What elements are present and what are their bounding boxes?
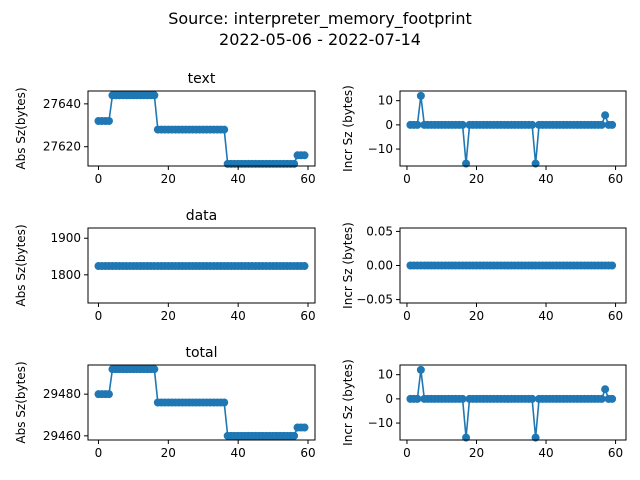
y-axis-label: Incr Sz (bytes) — [341, 85, 355, 172]
y-axis-label: Abs Sz(bytes) — [14, 87, 28, 169]
data-point — [104, 390, 113, 399]
data-point — [220, 398, 229, 407]
x-tick-label: 60 — [300, 446, 315, 460]
data-point — [416, 91, 425, 100]
y-tick-label: 10 — [378, 94, 393, 108]
x-tick-label: 40 — [231, 172, 246, 186]
data-point — [608, 394, 617, 403]
y-axis-label: Abs Sz(bytes) — [14, 224, 28, 306]
subplot-5: 0 20 40 60 29460 29480 Abs Sz(bytes) total — [14, 345, 316, 460]
data-point — [300, 151, 309, 160]
x-tick-label: 20 — [469, 172, 484, 186]
data-point — [413, 394, 422, 403]
axes-frame — [87, 90, 316, 167]
y-tick-label: 0 — [385, 392, 393, 406]
y-tick-label: 0.05 — [366, 224, 393, 238]
y-axis-label: Incr Sz (bytes) — [341, 222, 355, 309]
x-tick-label: 20 — [469, 446, 484, 460]
data-point — [290, 159, 299, 168]
x-tick-label: 0 — [95, 172, 103, 186]
data-point — [458, 120, 467, 129]
x-tick-label: 0 — [95, 446, 103, 460]
y-axis-label: Abs Sz(bytes) — [14, 361, 28, 443]
y-tick-label: 10 — [378, 368, 393, 382]
subplots: 0 20 40 60 27620 27640 Abs Sz(bytes) text 0 20 40 6… — [14, 71, 627, 460]
data-point — [220, 125, 229, 134]
axes-frame — [87, 227, 316, 304]
x-tick-label: 20 — [161, 172, 176, 186]
x-tick-label: 0 — [403, 309, 411, 323]
series-line — [410, 369, 613, 438]
x-tick-label: 0 — [403, 172, 411, 186]
x-tick-label: 0 — [403, 446, 411, 460]
subplot-2: 0 20 40 60 −10 0 10 Incr Sz (bytes) — [341, 85, 627, 186]
x-tick-label: 60 — [608, 309, 623, 323]
axes-frame — [399, 364, 627, 441]
y-tick-label: 29460 — [43, 429, 81, 443]
x-tick-label: 40 — [538, 172, 553, 186]
data-point — [290, 431, 299, 440]
x-tick-label: 20 — [161, 446, 176, 460]
x-tick-label: 40 — [231, 309, 246, 323]
figure-title-line2: 2022-05-06 - 2022-07-14 — [219, 30, 421, 49]
data-point — [104, 117, 113, 125]
data-point — [597, 120, 606, 129]
data-point — [608, 120, 617, 129]
y-tick-label: −0.05 — [356, 293, 393, 307]
x-tick-label: 40 — [538, 309, 553, 323]
y-axis-label: Incr Sz (bytes) — [341, 359, 355, 446]
data-point — [608, 261, 617, 270]
x-tick-label: 40 — [231, 446, 246, 460]
data-point — [300, 262, 309, 271]
y-tick-label: 27640 — [43, 97, 81, 111]
data-point — [597, 394, 606, 403]
data-point — [413, 120, 422, 129]
data-point — [416, 365, 425, 374]
data-point — [458, 394, 467, 403]
x-tick-label: 60 — [300, 172, 315, 186]
data-point — [150, 91, 159, 100]
y-tick-label: 29480 — [43, 387, 81, 401]
x-tick-label: 20 — [469, 309, 484, 323]
x-tick-label: 40 — [538, 446, 553, 460]
x-tick-label: 0 — [95, 309, 103, 323]
series-line — [410, 95, 613, 164]
y-tick-label: 27620 — [43, 140, 81, 154]
y-tick-label: 0.00 — [366, 259, 393, 273]
x-tick-label: 20 — [161, 309, 176, 323]
subplot-title: data — [186, 208, 218, 224]
data-point — [528, 394, 537, 403]
y-tick-label: 1800 — [50, 268, 81, 282]
data-point — [528, 120, 537, 129]
subplot-title: total — [185, 345, 217, 361]
subplot-4: 0 20 40 60 −0.05 0.00 0.05 Incr Sz (bytes) — [341, 222, 627, 323]
y-tick-label: −10 — [368, 416, 393, 430]
x-tick-label: 60 — [608, 172, 623, 186]
x-tick-label: 60 — [608, 446, 623, 460]
x-tick-label: 60 — [300, 309, 315, 323]
data-point — [300, 423, 309, 432]
axes-frame — [399, 90, 627, 167]
subplot-6: 0 20 40 60 −10 0 10 Incr Sz (bytes) — [341, 359, 627, 460]
data-point — [150, 365, 159, 374]
data-point — [601, 111, 610, 120]
subplot-3: 0 20 40 60 1800 1900 Abs Sz(bytes) data — [14, 208, 316, 323]
y-tick-label: −10 — [368, 142, 393, 156]
subplot-title: text — [188, 71, 216, 87]
axes-frame — [87, 364, 316, 441]
data-point — [601, 385, 610, 394]
figure-title-line1: Source: interpreter_memory_footprint — [168, 9, 472, 29]
y-tick-label: 1900 — [50, 231, 81, 245]
subplot-1: 0 20 40 60 27620 27640 Abs Sz(bytes) text — [14, 71, 316, 186]
y-tick-label: 0 — [385, 118, 393, 132]
